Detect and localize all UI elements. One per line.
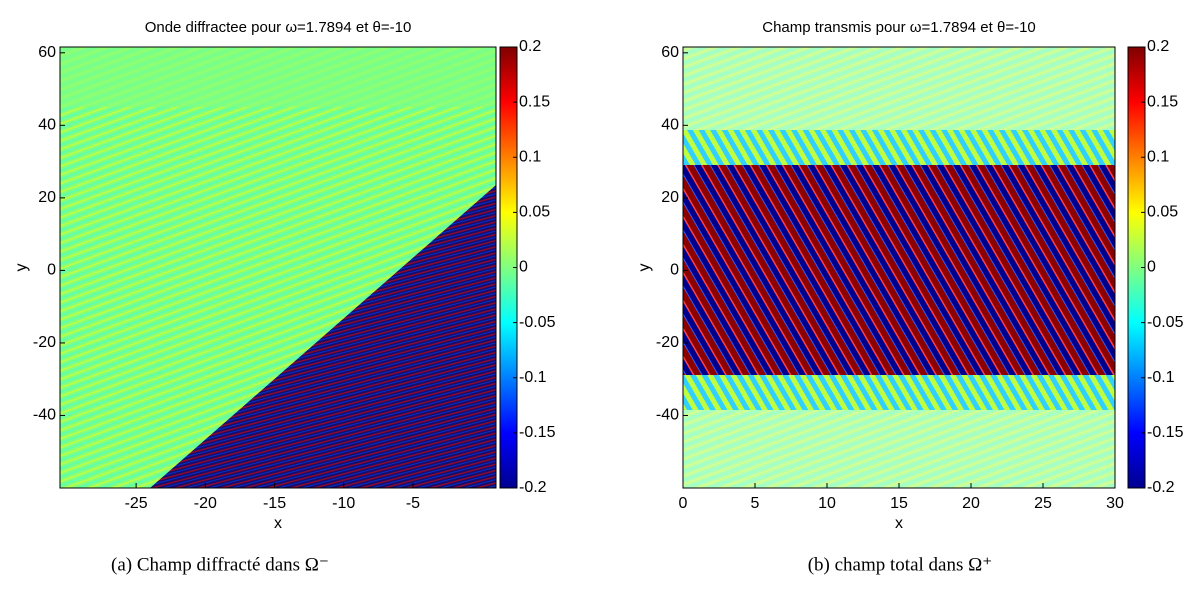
y-tick-label: 60 — [38, 44, 56, 61]
colorbar-tick-label: -0.15 — [1147, 424, 1184, 441]
x-axis-label: x — [274, 515, 282, 532]
colorbar-tick-label: 0 — [519, 259, 528, 276]
x-tick-label: -5 — [406, 495, 420, 512]
chart-title: Champ transmis pour ω=1.7894 et θ=-10 — [762, 19, 1036, 36]
colorbar-tick-label: -0.1 — [519, 369, 547, 386]
caption: (b) champ total dans Ω⁺ — [808, 554, 993, 575]
field-b — [683, 47, 1115, 488]
colorbar-tick-label: -0.2 — [1147, 479, 1175, 496]
x-tick-label: 10 — [818, 495, 836, 512]
x-tick-label: -20 — [194, 495, 217, 512]
x-tick-label: 20 — [962, 495, 980, 512]
y-tick-label: 0 — [670, 262, 679, 279]
colorbar-tick-label: 0.2 — [1147, 38, 1169, 55]
y-tick-label: 40 — [38, 117, 56, 134]
plot-frame — [59, 46, 497, 489]
y-axis-label: y — [636, 264, 653, 272]
x-tick-label: 15 — [890, 495, 908, 512]
colorbar-tick-label: 0.1 — [1147, 148, 1169, 165]
x-tick-label: -25 — [125, 495, 148, 512]
x-axis-label: x — [895, 515, 903, 532]
colorbar-tick-label: 0.2 — [519, 38, 541, 55]
colorbar-tick-label: 0.05 — [519, 204, 550, 221]
x-tick-label: -15 — [263, 495, 286, 512]
colorbar-tick-label: -0.2 — [519, 479, 547, 496]
y-tick-label: 60 — [661, 44, 679, 61]
colorbar — [1128, 47, 1145, 488]
caption: (a) Champ diffracté dans Ω⁻ — [111, 554, 329, 575]
y-axis-label: y — [13, 264, 30, 272]
y-tick-label: 20 — [38, 189, 56, 206]
colorbar-tick-label: 0.15 — [1147, 93, 1178, 110]
colorbar-tick-label: -0.05 — [1147, 314, 1184, 331]
y-tick-label: 40 — [661, 117, 679, 134]
colorbar-tick-label: -0.15 — [519, 424, 556, 441]
chart-title: Onde diffractee pour ω=1.7894 et θ=-10 — [145, 19, 412, 36]
y-tick-label: -20 — [656, 334, 679, 351]
y-tick-label: 20 — [661, 189, 679, 206]
y-tick-label: -20 — [33, 334, 56, 351]
y-tick-label: -40 — [656, 407, 679, 424]
field-a — [60, 47, 496, 488]
colorbar-tick-label: 0.1 — [519, 148, 541, 165]
colorbar-tick-label: -0.1 — [1147, 369, 1175, 386]
x-tick-label: 0 — [679, 495, 688, 512]
colorbar-tick-label: 0.15 — [519, 93, 550, 110]
y-tick-label: 0 — [47, 262, 56, 279]
y-tick-label: -40 — [33, 407, 56, 424]
colorbar-tick-label: 0 — [1147, 259, 1156, 276]
x-tick-label: -10 — [332, 495, 355, 512]
colorbar-tick-label: 0.05 — [1147, 204, 1178, 221]
x-tick-label: 5 — [751, 495, 760, 512]
colorbar-tick-label: -0.05 — [519, 314, 556, 331]
colorbar — [500, 47, 517, 488]
x-tick-label: 30 — [1106, 495, 1124, 512]
x-tick-label: 25 — [1034, 495, 1052, 512]
